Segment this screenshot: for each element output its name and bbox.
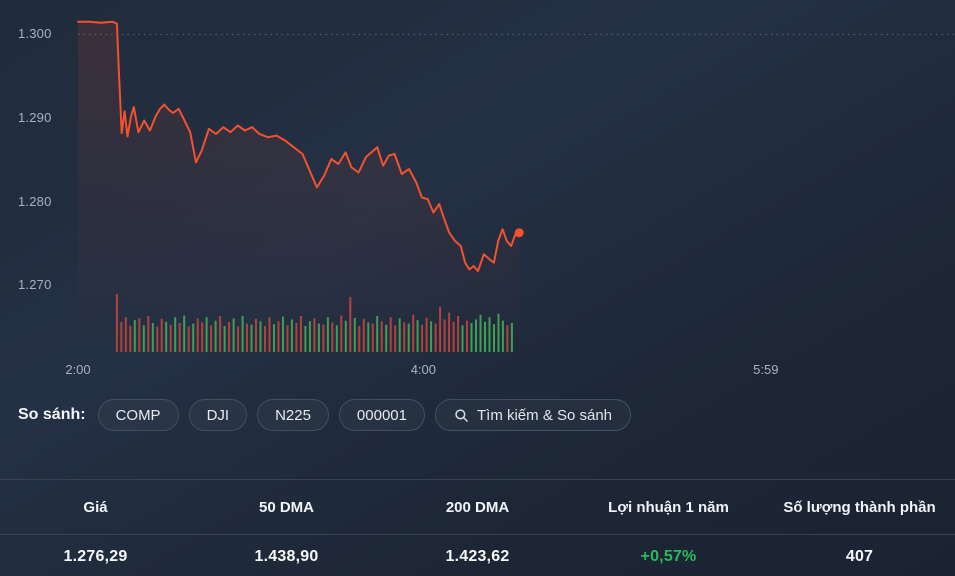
compare-search-label: Tìm kiếm & So sánh	[476, 406, 613, 424]
stats-value-cell: 1.423,62	[445, 547, 510, 565]
y-axis-tick: 1.300	[18, 26, 52, 42]
stats-header-row: Giá 50 DMA 200 DMA Lợi nhuận 1 năm Số lượng …	[0, 479, 955, 535]
compare-label: So sánh:	[18, 406, 86, 423]
stats-header-cell: Lợi nhuận 1 năm	[608, 498, 729, 516]
compare-pill-list: COMP DJI N225 000001	[97, 399, 425, 431]
stats-value-cell: 1.276,29	[63, 547, 128, 565]
stats-section: Giá 50 DMA 200 DMA Lợi nhuận 1 năm Số lượng …	[0, 479, 955, 576]
compare-search-button[interactable]: Tìm kiếm & So sánh	[434, 399, 632, 431]
stats-header-cell: Số lượng thành phần	[783, 498, 936, 516]
compare-pill-000001[interactable]: 000001	[338, 399, 425, 431]
stats-value-cell: +0,57%	[640, 547, 697, 565]
compare-pill-comp[interactable]: COMP	[97, 399, 179, 431]
compare-row: So sánh: COMP DJI N225 000001 Tìm kiếm & So…	[0, 396, 955, 434]
stats-value-cell: 1.438,90	[254, 547, 319, 565]
y-axis-tick: 1.270	[18, 277, 52, 293]
x-axis-tick: 5:59	[753, 362, 779, 377]
x-axis-tick: 4:00	[410, 362, 436, 377]
x-axis-tick: 2:00	[65, 362, 91, 377]
y-axis-tick: 1.280	[18, 193, 52, 209]
stats-value-cell: 407	[845, 547, 874, 565]
compare-pill-n225[interactable]: N225	[257, 399, 329, 431]
stats-values-row: 1.276,29 1.438,90 1.423,62 +0,57% 407	[0, 535, 955, 576]
compare-pill-dji[interactable]: DJI	[188, 399, 248, 431]
price-chart-svg[interactable]	[0, 0, 955, 390]
y-axis-tick: 1.290	[18, 110, 52, 125]
search-icon	[454, 408, 469, 423]
stats-header-cell: 50 DMA	[258, 498, 314, 516]
price-chart-area[interactable]: 1.300 1.290 1.280 1.270 2:00 4:00 5:59	[0, 0, 955, 390]
stats-header-cell: 200 DMA	[445, 498, 510, 516]
stats-header-cell: Giá	[83, 498, 108, 516]
